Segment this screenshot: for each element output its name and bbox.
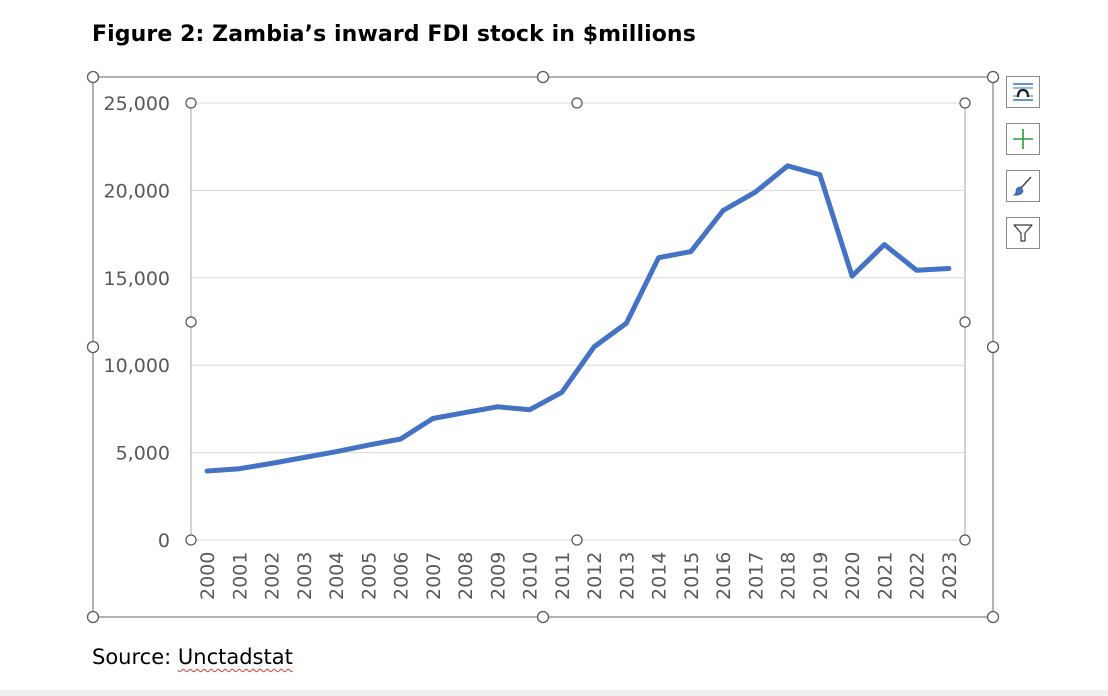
x-tick-label: 2008 [455,552,477,600]
chart-styles-button[interactable] [1006,170,1040,202]
chart-area-resize-handle[interactable] [86,610,100,624]
x-tick-label: 2003 [294,552,316,600]
x-tick-label: 2016 [713,552,735,600]
source-line: Source: Unctadstat [92,645,293,669]
y-tick-label: 20,000 [104,180,170,202]
chart-area-resize-handle[interactable] [86,70,100,84]
x-tick-label: 2013 [616,552,638,600]
chart-area-resize-handle[interactable] [536,610,550,624]
y-tick-label: 5,000 [116,443,170,465]
chart-area-resize-handle[interactable] [986,70,1000,84]
chart-area-resize-handle[interactable] [536,70,550,84]
x-tick-label: 2023 [939,552,961,600]
x-tick-label: 2017 [745,552,767,600]
figure-title: Figure 2: Zambia’s inward FDI stock in $… [92,22,696,47]
source-name: Unctadstat [177,645,293,669]
x-tick-label: 2020 [842,552,864,600]
y-tick-label: 25,000 [104,93,170,115]
y-axis-tick-labels: 0 5,000 10,000 15,000 20,000 25,000 [104,93,170,552]
x-tick-label: 2014 [649,552,671,600]
plot-area-resize-handle[interactable] [185,534,197,546]
x-tick-label: 2009 [487,552,509,600]
x-tick-label: 2015 [681,552,703,600]
source-label: Source: [92,645,178,669]
series-layer [204,163,952,474]
plus-icon [1013,129,1033,149]
layout-options-button[interactable] [1006,76,1040,108]
plot-area-resize-handle[interactable] [959,534,971,546]
plot-area-resize-handle[interactable] [571,97,583,109]
layout-options-icon [1013,83,1033,101]
selection-handles[interactable] [86,70,1000,624]
window-bottom-strip [0,690,1108,696]
x-tick-label: 2001 [229,552,251,600]
plot-area-resize-handle[interactable] [185,316,197,328]
chart-filters-button[interactable] [1006,217,1040,249]
chart-elements-button[interactable] [1006,123,1040,155]
x-tick-label: 2005 [358,552,380,600]
series-line[interactable] [204,163,952,474]
x-tick-label: 2010 [520,552,542,600]
chart-area-resize-handle[interactable] [86,340,100,354]
chart-area-resize-handle[interactable] [986,610,1000,624]
x-tick-label: 2000 [197,552,219,600]
gridlines [191,102,965,541]
filter-icon [1013,224,1033,242]
y-tick-label: 0 [158,530,170,552]
plot-area-resize-handle[interactable] [571,534,583,546]
x-tick-label: 2011 [552,552,574,600]
plot-area-resize-handle[interactable] [185,97,197,109]
x-tick-label: 2019 [810,552,832,600]
plot-area-selection-frame [190,102,966,541]
x-tick-label: 2006 [391,552,413,600]
x-tick-label: 2018 [778,552,800,600]
chart-area-resize-handle[interactable] [986,340,1000,354]
plot-area-resize-handle[interactable] [959,316,971,328]
x-tick-label: 2007 [423,552,445,600]
paintbrush-icon [1012,176,1032,196]
x-tick-label: 2021 [874,552,896,600]
y-tick-label: 15,000 [104,268,170,290]
x-axis-tick-labels: 2000 2001 2002 2003 2004 2005 2006 2007 2008 2009… [197,552,961,600]
x-tick-label: 2012 [584,552,606,600]
x-tick-label: 2002 [262,552,284,600]
x-tick-label: 2022 [907,552,929,600]
x-tick-label: 2004 [326,552,348,600]
y-tick-label: 10,000 [104,355,170,377]
plot-area-resize-handle[interactable] [959,97,971,109]
chart-area-selection-frame [92,76,994,618]
